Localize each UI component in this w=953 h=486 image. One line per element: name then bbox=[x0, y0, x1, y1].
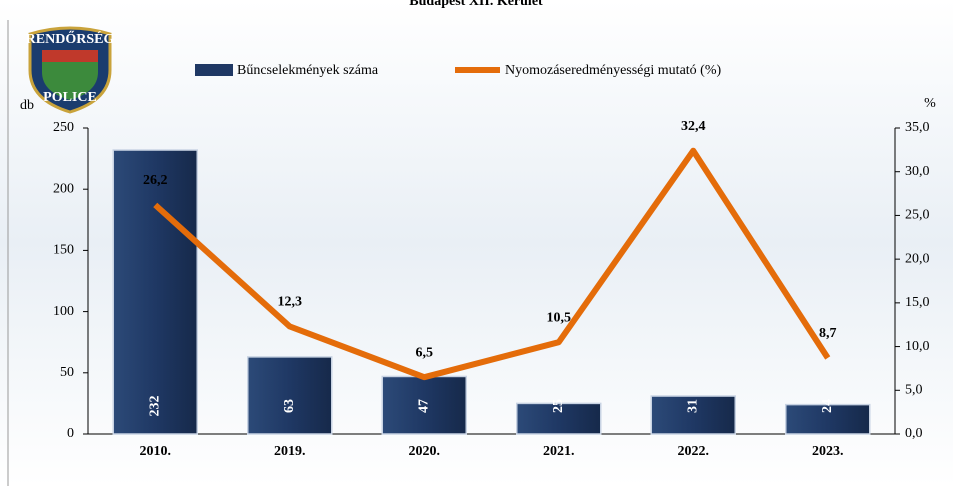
legend-label: Bűncselekmények száma bbox=[237, 63, 379, 78]
y-tick-label: 250 bbox=[53, 120, 74, 135]
x-tick-label: 2021. bbox=[543, 444, 575, 459]
x-tick-label: 2022. bbox=[678, 444, 710, 459]
x-tick-label: 2010. bbox=[140, 444, 172, 459]
y-tick-label: 0 bbox=[67, 426, 74, 441]
logo-stripe bbox=[42, 50, 98, 62]
bar bbox=[112, 149, 198, 435]
legend-swatch bbox=[195, 64, 233, 76]
logo: RENDŐRSÉG POLICE bbox=[26, 26, 115, 114]
x-tick-label: 2019. bbox=[274, 444, 306, 459]
y2-tick-label: 25,0 bbox=[905, 208, 930, 223]
logo-bottom: POLICE bbox=[43, 90, 97, 105]
line-value-label: 6,5 bbox=[416, 345, 434, 360]
bar bbox=[247, 356, 333, 435]
bar-value-label: 232 bbox=[147, 396, 162, 417]
bar-value-label: 24 bbox=[820, 399, 835, 413]
chart-title: Budapest XII. Kerület bbox=[409, 0, 543, 9]
y2-tick-label: 5,0 bbox=[905, 383, 923, 398]
bar bbox=[650, 395, 736, 435]
y-tick-label: 150 bbox=[53, 243, 74, 258]
y2-tick-label: 10,0 bbox=[905, 339, 930, 354]
y2-tick-label: 0,0 bbox=[905, 426, 923, 441]
bar-value-label: 25 bbox=[551, 399, 566, 413]
y2-tick-label: 20,0 bbox=[905, 251, 930, 266]
line-value-label: 8,7 bbox=[819, 326, 837, 341]
y-tick-label: 50 bbox=[60, 365, 74, 380]
y2-tick-label: 15,0 bbox=[905, 295, 930, 310]
bar bbox=[516, 402, 602, 435]
line-value-label: 10,5 bbox=[547, 310, 572, 325]
y-axis-label: db bbox=[20, 98, 34, 113]
logo-field bbox=[42, 50, 98, 100]
bar-value-label: 63 bbox=[282, 399, 297, 413]
logo-top: RENDŐRSÉG bbox=[26, 30, 115, 47]
y2-tick-label: 30,0 bbox=[905, 164, 930, 179]
y2-axis-label: % bbox=[924, 96, 936, 111]
legend-label: Nyomozáseredményességi mutató (%) bbox=[505, 63, 721, 78]
y-tick-label: 100 bbox=[53, 304, 74, 319]
line-value-label: 32,4 bbox=[681, 119, 706, 134]
y2-tick-label: 35,0 bbox=[905, 120, 930, 135]
bar bbox=[785, 403, 871, 435]
bar bbox=[381, 375, 467, 435]
line bbox=[153, 147, 831, 381]
bar-value-label: 47 bbox=[416, 399, 431, 413]
x-tick-label: 2020. bbox=[409, 444, 441, 459]
y-tick-label: 200 bbox=[53, 181, 74, 196]
x-tick-label: 2023. bbox=[812, 444, 844, 459]
line-value-label: 12,3 bbox=[278, 295, 303, 310]
bar-value-label: 31 bbox=[685, 399, 700, 413]
line-value-label: 26,2 bbox=[143, 173, 168, 188]
